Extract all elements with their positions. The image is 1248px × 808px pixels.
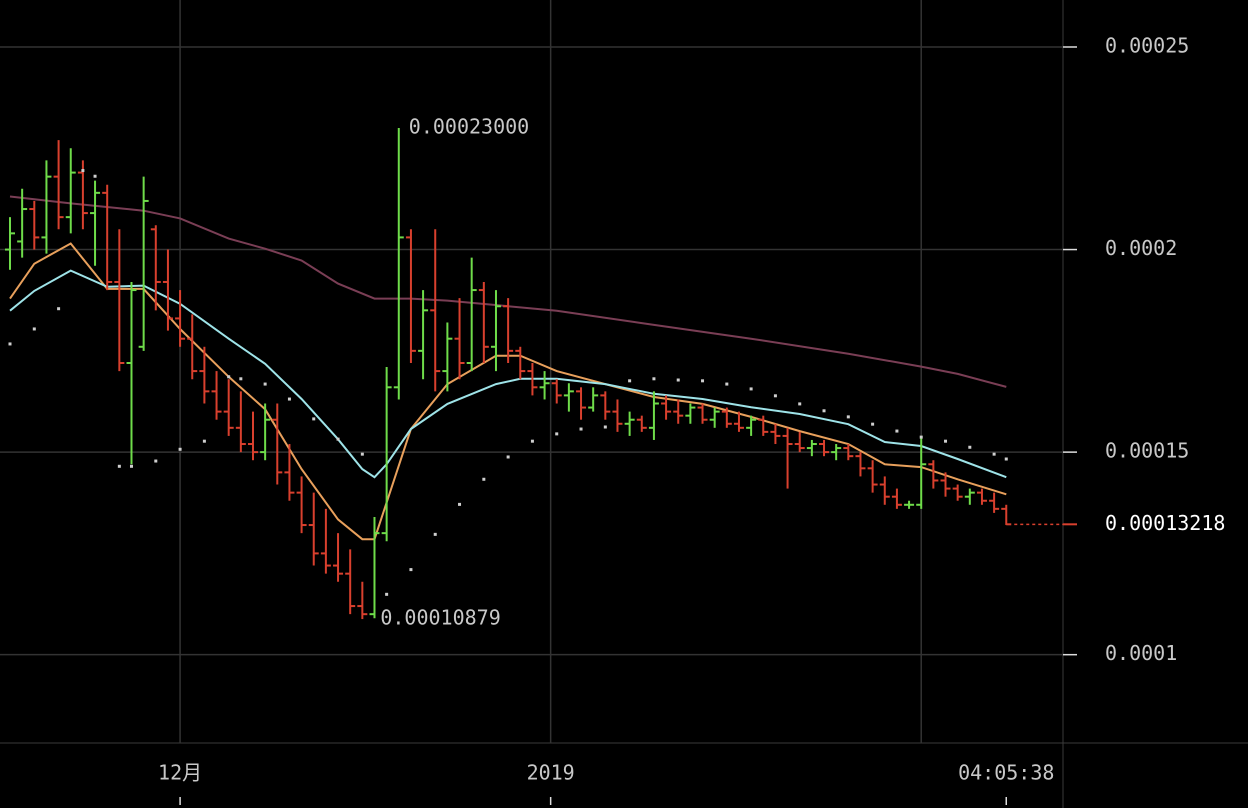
sar-dot [1004, 457, 1008, 461]
sar-dot [129, 464, 133, 468]
sar-dot [676, 378, 680, 382]
y-tick-label: 0.0002 [1105, 236, 1177, 260]
sar-dot [773, 394, 777, 398]
sar-dot [798, 402, 802, 406]
sar-dot [287, 397, 291, 401]
sar-dot [652, 377, 656, 381]
sar-dot [482, 477, 486, 481]
sar-dot [506, 455, 510, 459]
sar-dot [336, 437, 340, 441]
extreme-label: 0.00023000 [409, 115, 529, 139]
sar-dot [968, 445, 972, 449]
x-tick-label: 2019 [527, 761, 575, 785]
sar-dot [202, 439, 206, 443]
moving-average [9, 195, 1007, 388]
sar-dot [433, 532, 437, 536]
y-tick-label: 0.0001 [1105, 641, 1177, 665]
sar-dot [227, 375, 231, 379]
sar-dot [603, 425, 607, 429]
sar-dot [701, 379, 705, 383]
sar-dot [93, 174, 97, 178]
sar-dot [919, 435, 923, 439]
sar-dot [822, 409, 826, 413]
sar-dot [458, 502, 462, 506]
sar-dot [312, 417, 316, 421]
y-tick-label: 0.00015 [1105, 439, 1189, 463]
sar-dot [628, 379, 632, 383]
x-tick-label: 12月 [158, 761, 202, 785]
sar-dot [871, 422, 875, 426]
sar-dot [579, 427, 583, 431]
sar-dot [57, 307, 61, 311]
sar-dot [409, 568, 413, 572]
sar-dot [81, 169, 85, 173]
sar-dot [178, 447, 182, 451]
sar-dot [117, 464, 121, 468]
sar-dot [8, 342, 12, 346]
sar-dot [895, 429, 899, 433]
sar-dot [749, 387, 753, 391]
sar-dot [385, 592, 389, 596]
y-tick-label: 0.00025 [1105, 33, 1189, 57]
sar-dot [725, 382, 729, 386]
sar-dot [944, 439, 948, 443]
moving-average [9, 269, 1007, 479]
extreme-label: 0.00010879 [380, 606, 500, 630]
sar-dot [263, 382, 267, 386]
sar-dot [992, 452, 996, 456]
last-price-label: 0.00013218 [1105, 511, 1225, 535]
sar-dot [239, 377, 243, 381]
sar-dot [846, 415, 850, 419]
sar-dot [530, 439, 534, 443]
sar-dot [360, 452, 364, 456]
x-tick-label: 04:05:38 [958, 761, 1054, 785]
sar-dot [154, 459, 158, 463]
sar-dot [32, 327, 36, 331]
sar-dot [555, 432, 559, 436]
